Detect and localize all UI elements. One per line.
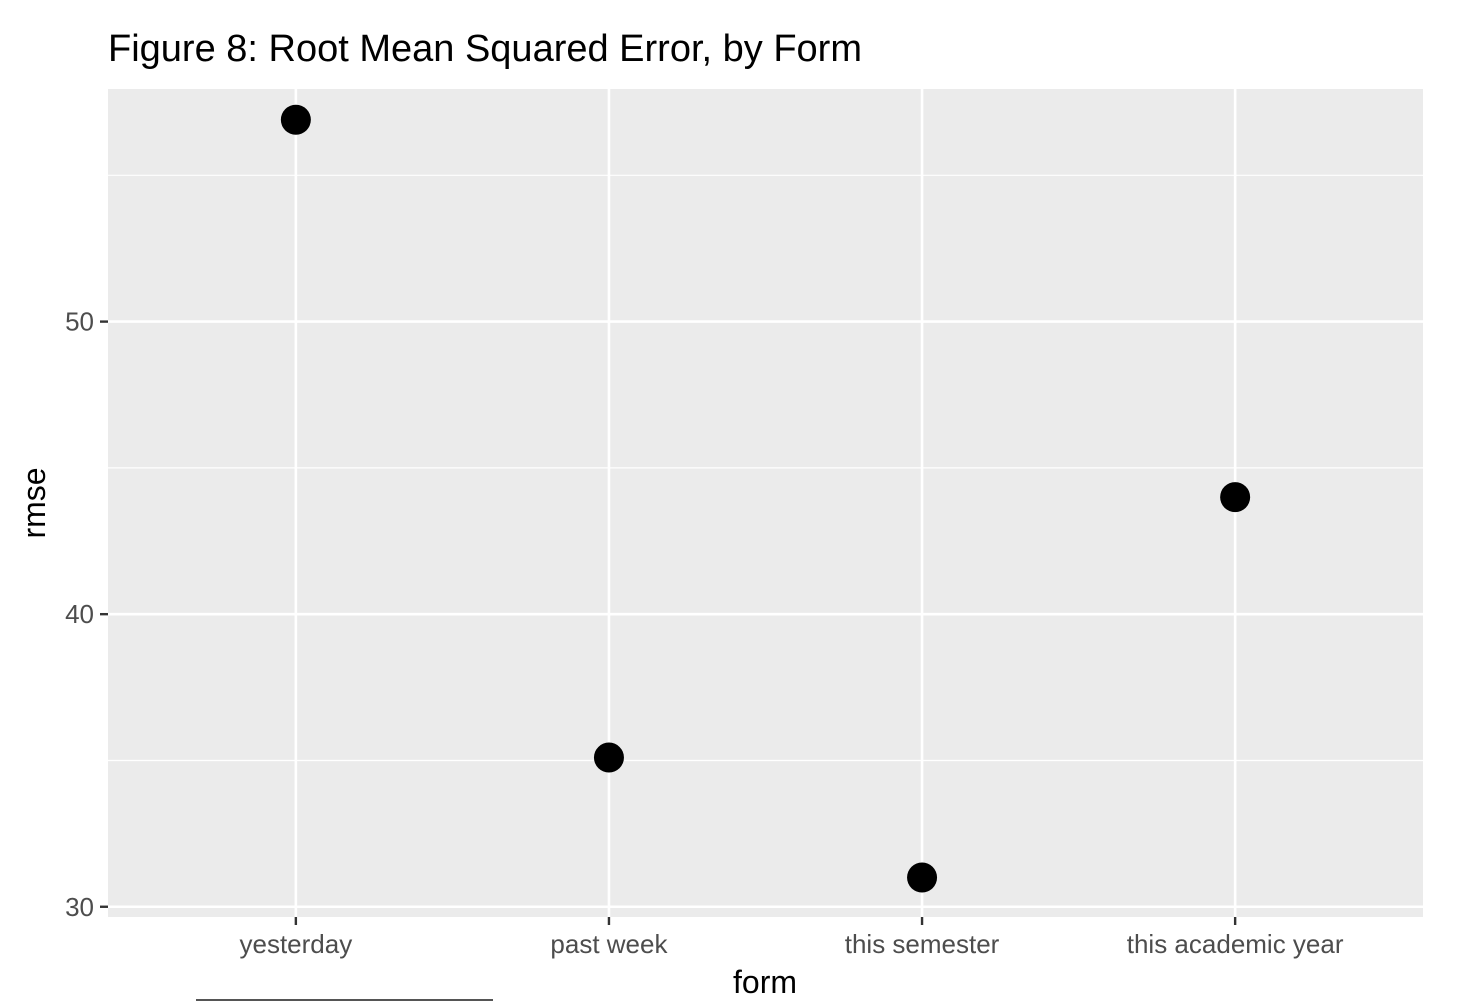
axis-ticks (100, 320, 1237, 925)
data-point (1220, 482, 1251, 513)
y-tick-label: 50 (65, 307, 94, 337)
x-tick-label: this semester (845, 929, 1000, 959)
plot-panel (108, 89, 1423, 917)
x-tick-label: this academic year (1127, 929, 1344, 959)
data-point (907, 862, 938, 893)
x-tick-label: past week (550, 929, 668, 959)
x-tick-labels: yesterday past week this semester this acad… (239, 929, 1343, 959)
y-axis-title: rmse (16, 467, 52, 538)
data-point (280, 104, 311, 135)
chart-title: Figure 8: Root Mean Squared Error, by Fo… (108, 28, 862, 70)
y-tick-label: 30 (65, 892, 94, 922)
data-points (280, 104, 1251, 893)
x-axis-title: form (733, 964, 797, 1000)
minor-gridlines (108, 174, 1423, 762)
data-point (593, 742, 624, 773)
y-tick-labels: 30 40 50 (65, 307, 94, 922)
x-tick-label: yesterday (239, 929, 352, 959)
y-tick-label: 40 (65, 599, 94, 629)
bottom-divider (196, 999, 493, 1001)
